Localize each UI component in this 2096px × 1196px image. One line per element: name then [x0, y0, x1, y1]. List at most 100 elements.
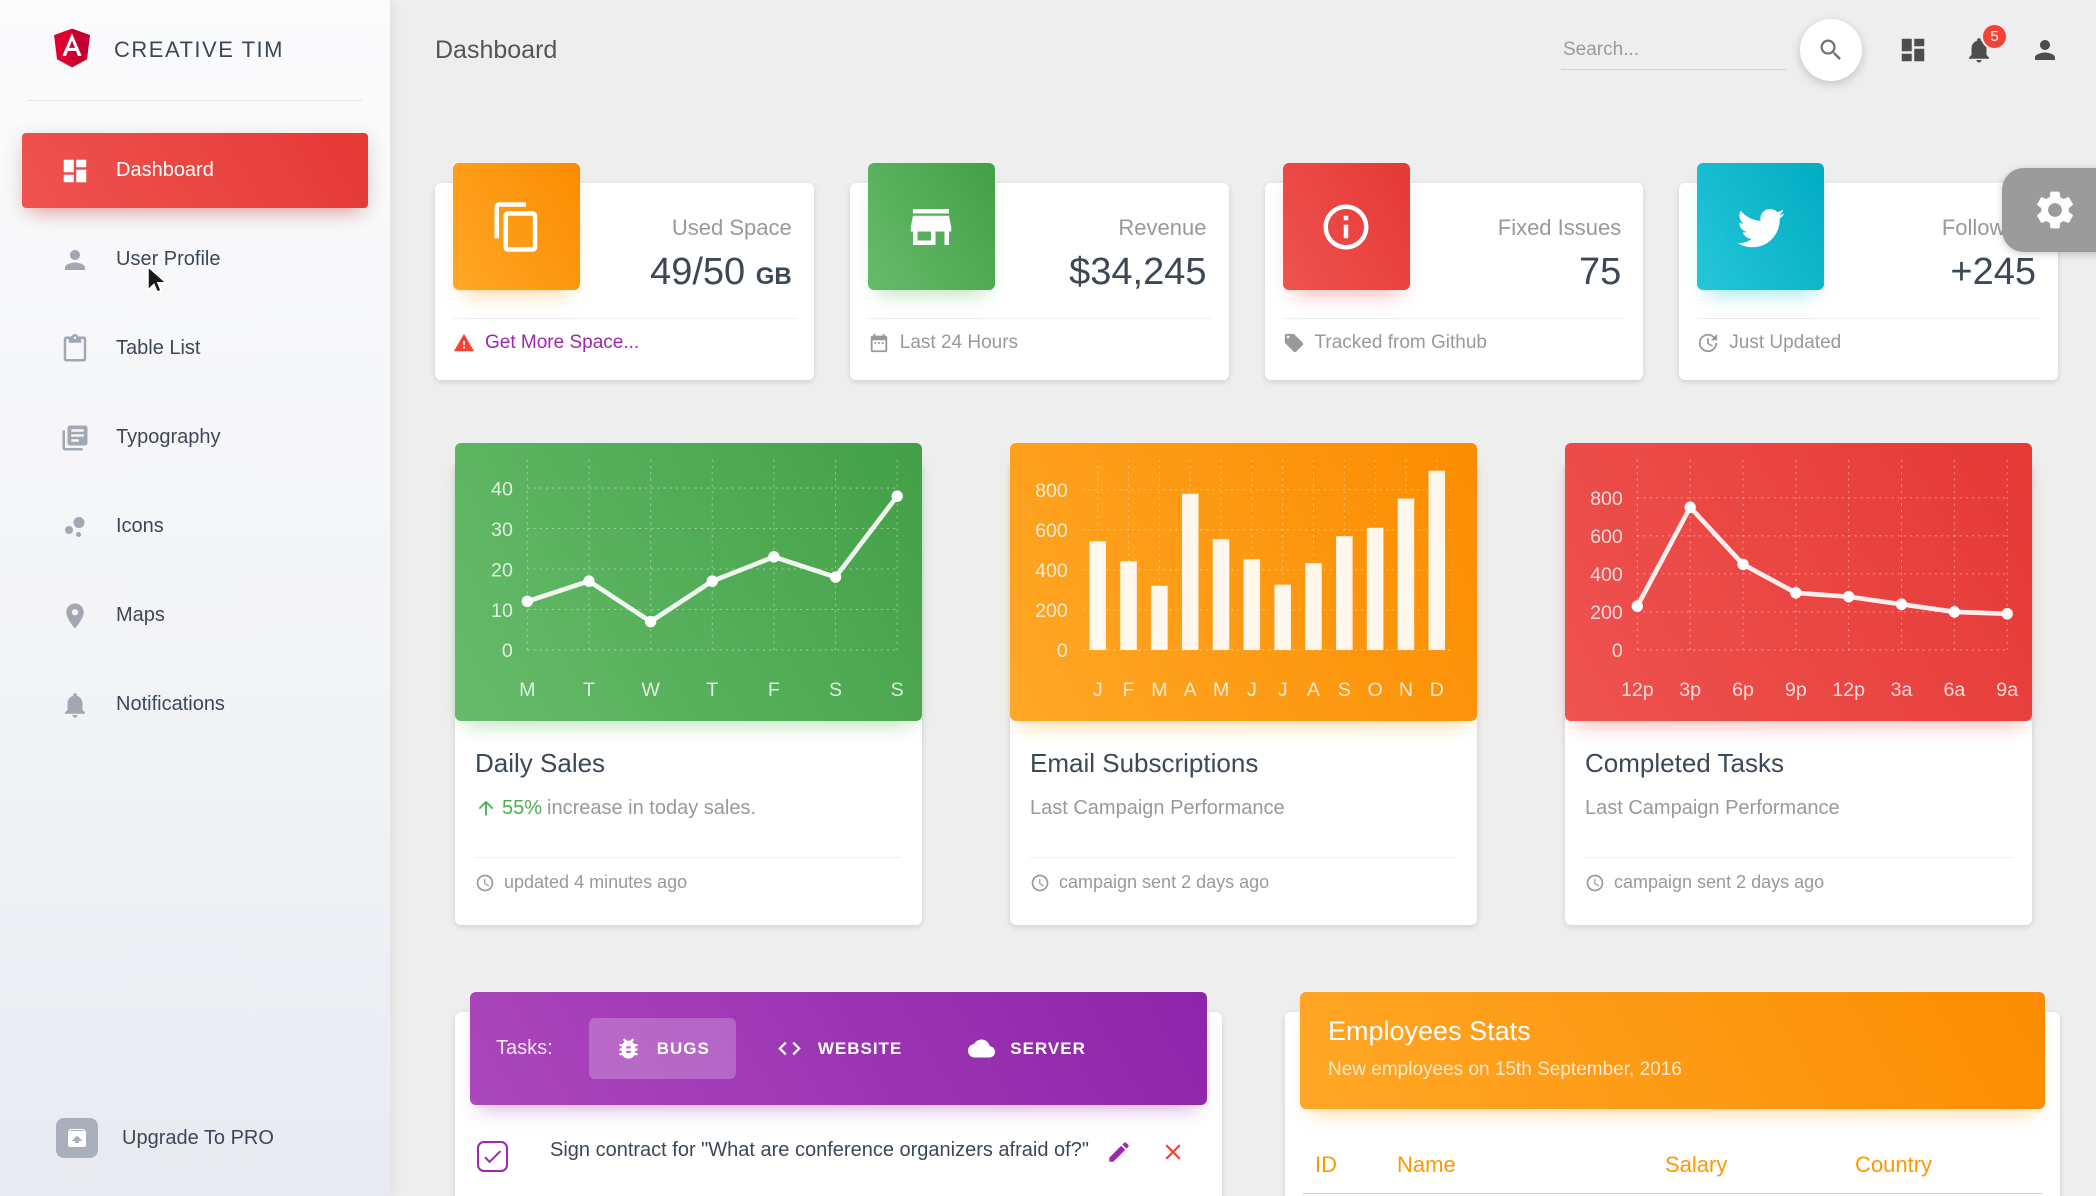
sidebar: CREATIVE TIM Dashboard User Profile Tabl… [0, 0, 390, 1196]
info-icon [1282, 163, 1410, 290]
warning-icon [453, 333, 475, 352]
card-divider [1030, 857, 1457, 858]
svg-text:12p: 12p [1621, 679, 1654, 701]
sidebar-item-notifications[interactable]: Notifications [22, 667, 368, 742]
pencil-icon [1109, 1142, 1129, 1162]
task-text: Sign contract for "What are conference o… [550, 1139, 1089, 1161]
page-title: Dashboard [435, 35, 558, 64]
card-divider [867, 318, 1211, 319]
employees-stats-card: Employees Stats New employees on 15th Se… [1285, 992, 2060, 1196]
upgrade-to-pro-link[interactable]: Upgrade To PRO [22, 1106, 368, 1170]
profile-button[interactable] [2030, 35, 2060, 65]
settings-panel-button[interactable] [2002, 168, 2096, 252]
svg-text:T: T [706, 679, 718, 701]
copy-icon [453, 163, 580, 290]
top-navbar: Dashboard 5 [390, 0, 2096, 100]
svg-text:M: M [1151, 679, 1167, 701]
svg-text:12p: 12p [1832, 679, 1865, 701]
svg-text:J: J [1093, 679, 1103, 701]
svg-text:30: 30 [491, 519, 513, 541]
sidebar-item-table-list[interactable]: Table List [22, 311, 368, 386]
chart-footer-text: campaign sent 2 days ago [1614, 872, 1825, 892]
sidebar-item-user-profile[interactable]: User Profile [22, 222, 368, 297]
clipboard-icon [63, 333, 87, 361]
tab-website[interactable]: WEBSITE [750, 1018, 928, 1079]
sidebar-item-label: Notifications [116, 693, 225, 715]
notifications-button[interactable]: 5 [1964, 23, 2008, 65]
notification-badge: 5 [1981, 23, 2008, 50]
daily-sales-card: 0 10 20 30 40 M T W T F S S Daily Sales 55% increas… [455, 443, 922, 925]
stat-cards-row: Used Space 49/50 GB Get More Space... Re… [435, 163, 2058, 380]
svg-text:3p: 3p [1679, 679, 1701, 701]
svg-text:S: S [829, 679, 842, 701]
cloud-icon [968, 1039, 996, 1058]
search-button[interactable] [1800, 19, 1862, 81]
place-icon [66, 603, 84, 628]
chart-footer: campaign sent 2 days ago [1585, 872, 2012, 893]
tab-bugs[interactable]: BUGS [588, 1018, 736, 1079]
increase-value: 55% [502, 796, 543, 819]
chart-title: Completed Tasks [1585, 748, 1784, 778]
stat-category: Revenue [1118, 215, 1207, 240]
sidebar-item-typography[interactable]: Typography [22, 400, 368, 475]
store-icon [867, 163, 995, 290]
svg-text:W: W [641, 679, 660, 701]
tab-server[interactable]: SERVER [942, 1018, 1112, 1079]
get-more-space-link[interactable]: Get More Space... [485, 332, 640, 353]
close-icon [1165, 1144, 1181, 1160]
dashboard-shortcut-button[interactable] [1898, 35, 1928, 65]
svg-text:10: 10 [491, 600, 513, 622]
gear-icon [2037, 191, 2073, 229]
task-checkbox-checked[interactable] [477, 1141, 508, 1172]
edit-task-button[interactable] [1106, 1139, 1132, 1168]
svg-text:S: S [891, 679, 904, 701]
tasks-label: Tasks: [496, 1037, 553, 1059]
svg-text:A: A [1184, 679, 1198, 701]
chart-subtitle: Last Campaign Performance [1030, 796, 1457, 820]
main-content: Dashboard 5 [390, 0, 2096, 1196]
navbar-actions: 5 [1561, 19, 2060, 81]
used-space-card: Used Space 49/50 GB Get More Space... [435, 163, 814, 380]
chart-title: Daily Sales [475, 748, 606, 778]
subtitle-text: Last Campaign Performance [1585, 796, 1840, 819]
svg-text:20: 20 [491, 559, 513, 581]
email-subscriptions-card: 0 200 400 600 800 J F M A M J J A S O N D Email Subscrip… [1010, 443, 1477, 925]
person-icon [65, 249, 85, 270]
brand-label: CREATIVE TIM [114, 37, 284, 62]
brand-link[interactable]: CREATIVE TIM [0, 0, 390, 100]
sidebar-item-icons[interactable]: Icons [22, 489, 368, 564]
fixed-issues-card: Fixed Issues 75 Tracked from Github [1264, 163, 1644, 380]
sidebar-item-maps[interactable]: Maps [22, 578, 368, 653]
library-icon [62, 425, 88, 450]
stat-body: Revenue $34,245 [850, 183, 1229, 294]
svg-text:O: O [1368, 679, 1383, 701]
svg-text:3a: 3a [1891, 679, 1913, 701]
completed-tasks-card: 0 200 400 600 800 12p 3p 6p 9p 12p 3a 6a 9a Complete… [1565, 443, 2032, 925]
bug-icon [619, 1038, 638, 1059]
svg-text:0: 0 [1057, 640, 1068, 662]
svg-text:800: 800 [1035, 480, 1068, 502]
search-input[interactable] [1561, 30, 1786, 70]
svg-text:200: 200 [1590, 602, 1623, 624]
task-actions [1106, 1135, 1198, 1168]
person-icon [2035, 40, 2055, 60]
table-header-row: ID Name Salary Country [1303, 1137, 2042, 1194]
stat-value: +245 [1950, 251, 2036, 293]
sidebar-item-dashboard[interactable]: Dashboard [22, 133, 368, 208]
twitter-icon [1697, 163, 1825, 290]
stat-footer: Get More Space... [435, 319, 814, 367]
search-icon [1820, 39, 1841, 60]
clock-icon [476, 874, 494, 891]
chart-footer-text: campaign sent 2 days ago [1059, 872, 1270, 892]
sidebar-item-label: Table List [116, 337, 201, 359]
chart-title: Email Subscriptions [1030, 748, 1259, 778]
email-subscriptions-chart: 0 200 400 600 800 J F M A M J J A S O N D [1010, 443, 1477, 721]
tab-label: WEBSITE [817, 1038, 903, 1058]
stat-body: Fixed Issues 75 [1265, 183, 1644, 294]
angular-logo-icon [50, 24, 94, 76]
delete-task-button[interactable] [1160, 1139, 1186, 1168]
bell-icon [65, 692, 85, 717]
chart-footer: campaign sent 2 days ago [1030, 872, 1457, 893]
completed-tasks-chart: 0 200 400 600 800 12p 3p 6p 9p 12p 3a 6a 9a [1565, 443, 2032, 721]
tasks-header: Tasks: BUGS WEBSITE SERVER [470, 992, 1207, 1105]
